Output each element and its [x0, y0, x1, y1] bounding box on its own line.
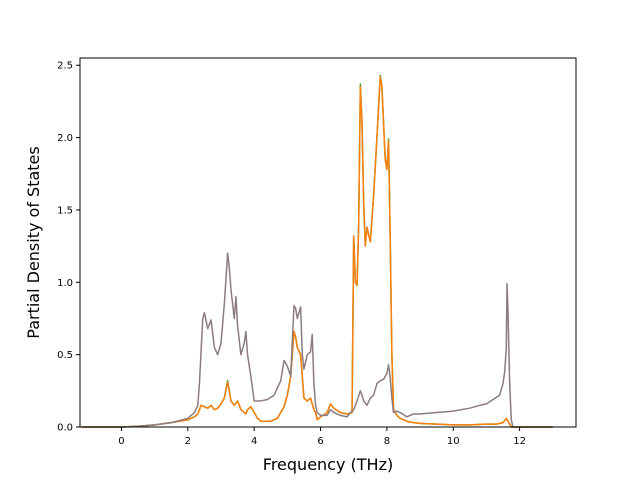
- y-tick-label: 2.0: [57, 133, 73, 144]
- x-tick-label: 12: [513, 436, 526, 447]
- x-tick-label: 10: [447, 436, 460, 447]
- y-tick-label: 0.0: [57, 423, 73, 434]
- x-tick-label: 2: [185, 436, 191, 447]
- y-tick-label: 1.5: [57, 205, 73, 216]
- y-tick-label: 1.0: [57, 278, 73, 289]
- plot-frame: [79, 57, 577, 428]
- series-line-1: [81, 74, 553, 428]
- x-tick-label: 6: [317, 436, 323, 447]
- y-axis-title: Partial Density of States: [24, 146, 43, 338]
- y-axis: 0.0 0.5 1.0 1.5 2.0 2.5: [57, 61, 80, 434]
- x-tick-label: 4: [251, 436, 257, 447]
- x-axis-title: Frequency (THz): [263, 455, 393, 474]
- y-tick-label: 2.5: [57, 61, 73, 72]
- x-tick-label: 0: [118, 436, 124, 447]
- series-line-2: [81, 76, 553, 428]
- series-line-3: [81, 252, 553, 428]
- y-tick-label: 0.5: [57, 350, 73, 361]
- x-tick-label: 8: [384, 436, 390, 447]
- series-layer: [81, 74, 553, 428]
- x-axis: 0 2 4 6 8 10 12: [118, 427, 526, 447]
